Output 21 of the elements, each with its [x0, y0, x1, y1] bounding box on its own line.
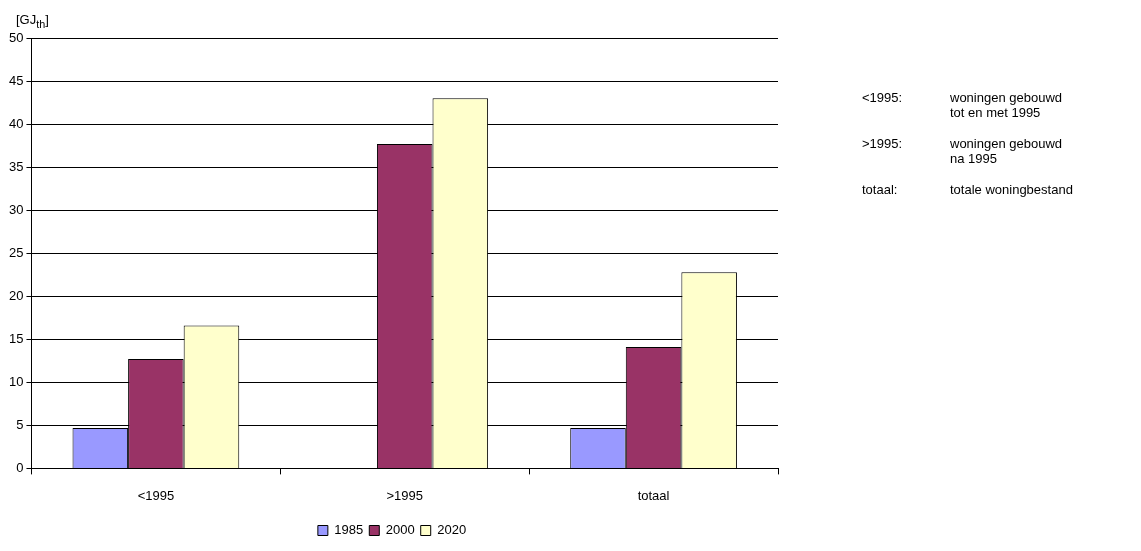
- y-tick-label: 35: [8, 158, 24, 174]
- legend-label: 2000: [385, 522, 415, 538]
- y-tick-label: 10: [8, 373, 24, 389]
- legend-label: 2020: [437, 522, 467, 538]
- y-tick-label: 20: [8, 287, 24, 303]
- y-axis-title: [GJ$_{th}$]: [16, 12, 49, 30]
- x-tick-label: >1995: [386, 487, 423, 503]
- y-tick-label: 0: [16, 459, 24, 475]
- text: <1995: woningen gebouwd tot en met 1995: [862, 90, 1063, 120]
- text: totaal: totale woningbestand: [862, 182, 1073, 197]
- x-tick-label: <1995: [137, 487, 175, 503]
- y-tick-label: 15: [8, 330, 24, 346]
- y-tick-label: 45: [8, 72, 24, 88]
- y-tick-label: 40: [8, 115, 24, 131]
- y-tick-label: 50: [8, 29, 24, 45]
- y-tick-label: 25: [8, 244, 24, 260]
- x-tick-label: totaal: [637, 487, 670, 503]
- legend-label: 1985: [334, 522, 364, 538]
- y-tick-label: 30: [8, 201, 24, 217]
- text: >1995: woningen gebouwd na 1995: [862, 136, 1063, 166]
- y-tick-label: 5: [16, 416, 24, 432]
